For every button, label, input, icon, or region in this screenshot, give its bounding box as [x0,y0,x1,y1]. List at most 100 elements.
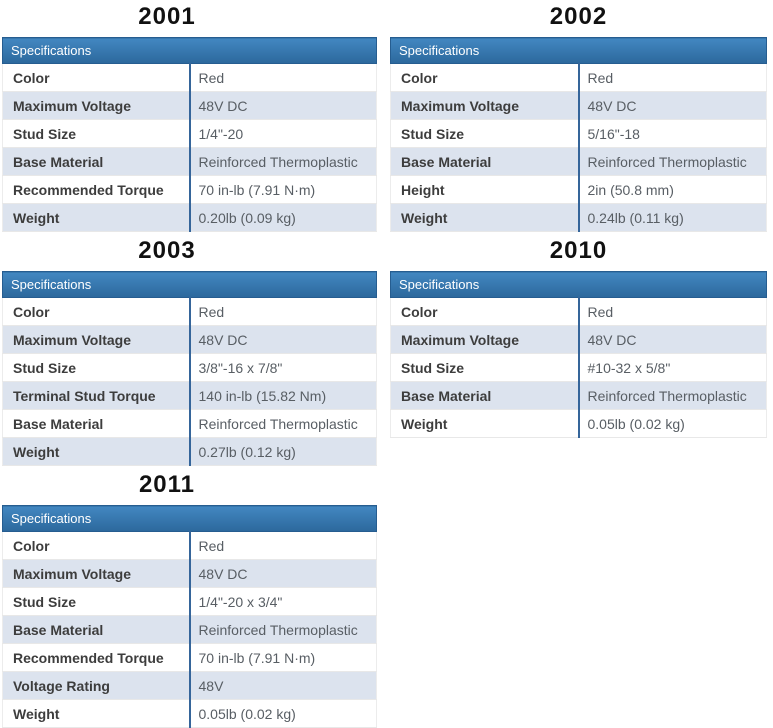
spec-table-header-2001: Specifications [2,37,377,64]
spec-label: Color [2,63,191,92]
spec-table-body-2011: Color Red Maximum Voltage 48V DC Stud Size 1/… [2,531,377,728]
spec-row: Voltage Rating 48V [2,671,377,700]
spec-label: Maximum Voltage [390,91,580,120]
product-section-2001: 2001 Specifications Color Red Maximum Volt… [2,4,377,232]
spec-table-head: Specifications [390,37,767,64]
right-column: 2002 Specifications Color Red Maximum Volt… [390,3,767,438]
spec-value: 48V DC [578,91,767,120]
spec-label: Maximum Voltage [390,325,580,354]
spec-label: Stud Size [390,119,580,148]
spec-table-body-2001: Color Red Maximum Voltage 48V DC Stud Size 1/… [2,63,377,232]
spec-label: Recommended Torque [2,175,191,204]
spec-row: Maximum Voltage 48V DC [2,325,377,354]
spec-value: 48V DC [189,559,377,588]
spec-value: 48V DC [189,325,377,354]
product-section-2011: 2011 Specifications Color Red Maximum Volt… [2,472,377,728]
spec-label: Base Material [390,147,580,176]
spec-row: Base Material Reinforced Thermoplastic [390,381,767,410]
spec-table-header-2011: Specifications [2,505,377,532]
spec-table-2001: Specifications Color Red Maximum Voltage 48… [2,37,377,232]
spec-value: Red [578,297,767,326]
product-title-2001: 2001 [138,3,196,30]
spec-label: Color [2,297,191,326]
spec-row: Weight 0.05lb (0.02 kg) [2,699,377,728]
spec-value: 2in (50.8 mm) [578,175,767,204]
spec-table-2011: Specifications Color Red Maximum Voltage 48… [2,505,377,728]
spec-row: Stud Size 5/16"-18 [390,119,767,148]
spec-label: Stud Size [2,587,191,616]
spec-row: Base Material Reinforced Thermoplastic [2,409,377,438]
product-section-2002: 2002 Specifications Color Red Maximum Volt… [390,4,767,232]
spec-table-2010: Specifications Color Red Maximum Voltage 48… [390,271,767,438]
spec-row: Maximum Voltage 48V DC [2,559,377,588]
spec-label: Base Material [390,381,580,410]
spec-row: Maximum Voltage 48V DC [2,91,377,120]
spec-label: Voltage Rating [2,671,191,700]
product-title-2010: 2010 [549,237,608,264]
spec-value: Reinforced Thermoplastic [189,615,377,644]
spec-row: Stud Size 3/8"-16 x 7/8" [2,353,377,382]
spec-value: Reinforced Thermoplastic [189,147,377,176]
spec-value: 1/4"-20 x 3/4" [189,587,377,616]
spec-value: 0.05lb (0.02 kg) [578,409,767,438]
spec-value: Reinforced Thermoplastic [578,381,767,410]
spec-label: Stud Size [390,353,580,382]
spec-row: Terminal Stud Torque 140 in-lb (15.82 Nm) [2,381,377,410]
spec-value: Red [189,63,377,92]
spec-row: Color Red [2,531,377,560]
spec-header-row: Specifications [2,505,377,532]
spec-row: Weight 0.24lb (0.11 kg) [390,203,767,232]
spec-value: #10-32 x 5/8" [578,353,767,382]
product-title-2002: 2002 [549,3,608,30]
product-section-2010: 2010 Specifications Color Red Maximum Volt… [390,238,767,438]
spec-value: 1/4"-20 [189,119,377,148]
spec-table-2002: Specifications Color Red Maximum Voltage 48… [390,37,767,232]
spec-row: Stud Size #10-32 x 5/8" [390,353,767,382]
spec-label: Maximum Voltage [2,559,191,588]
spec-table-body-2002: Color Red Maximum Voltage 48V DC Stud Size 5/… [390,63,767,232]
spec-label: Color [390,297,580,326]
product-section-2003: 2003 Specifications Color Red Maximum Volt… [2,238,377,466]
product-title-2003: 2003 [138,237,196,264]
spec-table-header-2003: Specifications [2,271,377,298]
spec-label: Weight [390,203,580,232]
spec-label: Weight [2,699,191,728]
spec-value: Red [189,297,377,326]
spec-value: 140 in-lb (15.82 Nm) [189,381,377,410]
spec-label: Maximum Voltage [2,91,191,120]
spec-row: Maximum Voltage 48V DC [390,91,767,120]
spec-value: Reinforced Thermoplastic [578,147,767,176]
spec-value: 48V [189,671,377,700]
spec-table-2003: Specifications Color Red Maximum Voltage 48… [2,271,377,466]
spec-label: Color [390,63,580,92]
spec-row: Maximum Voltage 48V DC [390,325,767,354]
spec-header-row: Specifications [390,271,767,298]
spec-label: Base Material [2,615,191,644]
product-title-2011: 2011 [138,471,196,498]
spec-value: 70 in-lb (7.91 N·m) [189,643,377,672]
spec-label: Recommended Torque [2,643,191,672]
spec-label: Stud Size [2,353,191,382]
spec-row: Recommended Torque 70 in-lb (7.91 N·m) [2,643,377,672]
spec-value: 0.27lb (0.12 kg) [189,437,377,466]
spec-header-row: Specifications [390,37,767,64]
spec-row: Recommended Torque 70 in-lb (7.91 N·m) [2,175,377,204]
spec-label: Weight [2,203,191,232]
spec-value: 70 in-lb (7.91 N·m) [189,175,377,204]
spec-table-header-2002: Specifications [390,37,767,64]
spec-label: Maximum Voltage [2,325,191,354]
spec-row: Weight 0.27lb (0.12 kg) [2,437,377,466]
spec-label: Color [2,531,191,560]
spec-value: 0.05lb (0.02 kg) [189,699,377,728]
spec-row: Weight 0.05lb (0.02 kg) [390,409,767,438]
spec-value: Red [189,531,377,560]
spec-label: Weight [390,409,580,438]
spec-value: 48V DC [189,91,377,120]
spec-value: 0.24lb (0.11 kg) [578,203,767,232]
spec-value: 0.20lb (0.09 kg) [189,203,377,232]
spec-table-body-2003: Color Red Maximum Voltage 48V DC Stud Size 3/… [2,297,377,466]
spec-row: Stud Size 1/4"-20 [2,119,377,148]
spec-table-head: Specifications [2,37,377,64]
spec-table-head: Specifications [390,271,767,298]
